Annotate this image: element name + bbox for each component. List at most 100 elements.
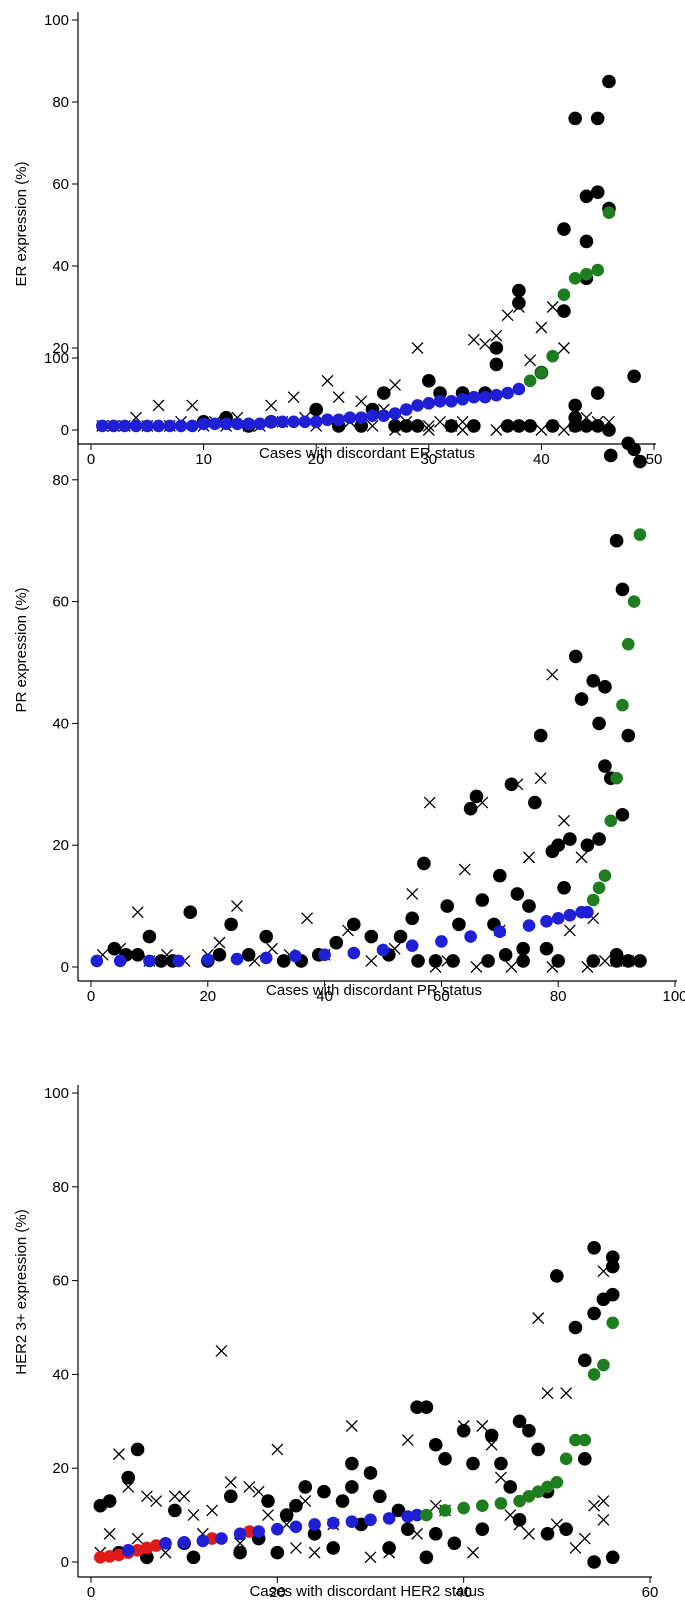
green-point xyxy=(602,206,616,219)
black-point xyxy=(489,357,504,372)
y-tick-label: 100 xyxy=(44,350,69,367)
green-point xyxy=(476,1499,489,1513)
black-point xyxy=(577,1353,592,1368)
black-point xyxy=(580,838,595,852)
black-point xyxy=(500,419,515,433)
cross-marker xyxy=(262,1509,274,1522)
blue-point xyxy=(376,943,390,957)
black-point xyxy=(419,1400,434,1415)
cross-marker xyxy=(243,1481,256,1493)
black-point xyxy=(605,1287,620,1302)
black-point xyxy=(590,111,605,126)
blue-point xyxy=(435,935,448,948)
green-point xyxy=(531,1485,545,1498)
blue-point xyxy=(264,415,278,429)
cross-marker xyxy=(103,1527,116,1540)
cross-marker xyxy=(140,1490,153,1503)
blue-point xyxy=(230,952,244,966)
black-point xyxy=(609,954,624,968)
blue-point xyxy=(522,919,536,932)
black-point xyxy=(326,1541,341,1555)
black-point xyxy=(590,185,605,199)
cross-marker xyxy=(131,906,144,919)
blue-point xyxy=(382,1512,396,1525)
cross-marker xyxy=(534,772,547,785)
black-point xyxy=(410,419,425,433)
blue-point xyxy=(90,954,104,968)
green-point xyxy=(627,595,641,608)
blue-dot-series xyxy=(121,1508,424,1557)
cross-marker xyxy=(213,936,226,949)
black-point xyxy=(469,789,484,804)
blue-point xyxy=(121,1543,135,1557)
black-point xyxy=(615,807,630,822)
green-point xyxy=(420,1508,433,1522)
black-point xyxy=(261,1494,275,1508)
blue-point xyxy=(129,419,143,433)
blue-point xyxy=(259,951,273,965)
blue-point xyxy=(271,1522,284,1536)
x-axis-title: Cases with discordant PR status xyxy=(266,982,482,999)
black-point xyxy=(493,868,507,883)
cross-marker xyxy=(541,1387,554,1400)
blue-point xyxy=(411,399,424,412)
black-point xyxy=(140,1550,154,1565)
x-axis-title: Cases with discordant HER2 status xyxy=(249,1583,484,1600)
black-point xyxy=(577,1452,592,1466)
blue-point xyxy=(501,386,514,400)
blue-point xyxy=(490,388,503,402)
blue-point xyxy=(298,415,312,429)
blue-point xyxy=(377,409,391,422)
cross-marker xyxy=(522,1527,535,1540)
y-tick-label: 20 xyxy=(52,1460,69,1477)
blue-point xyxy=(343,411,357,425)
blue-point xyxy=(186,419,199,433)
black-point xyxy=(551,954,565,968)
cross-marker xyxy=(131,1532,144,1545)
black-dot-series xyxy=(196,74,616,437)
cross-marker xyxy=(598,954,611,967)
black-point xyxy=(605,1259,620,1274)
black-point xyxy=(602,74,616,89)
green-point xyxy=(633,528,647,541)
y-axis-title: PR expression (%) xyxy=(13,587,30,712)
blue-point xyxy=(289,949,302,963)
black-point xyxy=(438,1452,452,1466)
x-tick-label: 60 xyxy=(642,1584,659,1601)
black-point xyxy=(279,1508,294,1522)
cross-marker xyxy=(578,1532,591,1545)
cross-marker xyxy=(252,1485,265,1498)
black-point xyxy=(592,832,606,846)
blue-point xyxy=(152,419,165,433)
black-point xyxy=(388,419,402,433)
black-point xyxy=(456,1423,471,1438)
blue-point xyxy=(143,954,156,968)
black-point xyxy=(590,419,605,433)
her2-expression-panel: HER2 3+ expression (%) Cases with discor… xyxy=(13,1085,658,1601)
cross-marker xyxy=(546,668,559,681)
black-point xyxy=(540,1527,555,1541)
cross-marker xyxy=(467,1546,479,1559)
x-tick-label: 100 xyxy=(662,988,685,1005)
black-point xyxy=(130,1442,145,1457)
green-dot-series xyxy=(586,528,647,907)
cross-marker xyxy=(186,399,199,412)
black-point xyxy=(633,454,647,469)
black-point xyxy=(550,1269,564,1283)
cross-marker xyxy=(524,354,537,367)
cross-marker xyxy=(321,374,334,387)
cross-marker xyxy=(406,887,419,900)
black-point xyxy=(224,917,238,932)
black-point xyxy=(627,442,641,457)
cross-marker xyxy=(411,342,424,354)
green-point xyxy=(621,637,635,651)
black-point xyxy=(522,899,536,913)
blue-point xyxy=(141,419,154,433)
black-point xyxy=(522,1423,536,1438)
cross-marker xyxy=(546,301,559,313)
cross-marker xyxy=(560,1387,573,1400)
cross-marker xyxy=(505,961,518,973)
cross-marker xyxy=(301,912,314,925)
cross-marker xyxy=(470,961,483,973)
black-point xyxy=(422,374,436,388)
